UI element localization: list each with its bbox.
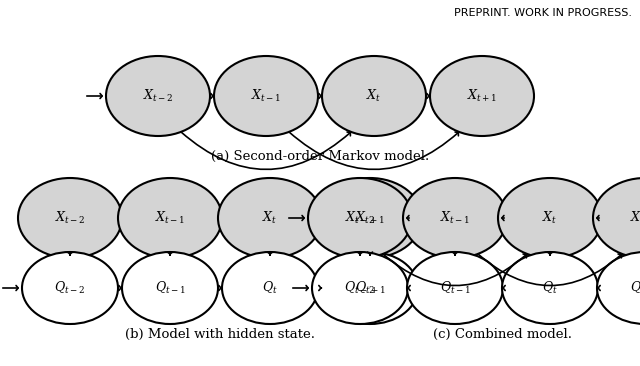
Text: $X_{t-1}$: $X_{t-1}$	[251, 88, 281, 104]
Text: $X_t$: $X_t$	[366, 88, 381, 104]
Ellipse shape	[222, 252, 318, 324]
Ellipse shape	[106, 56, 210, 136]
Text: $Q_{t-1}$: $Q_{t-1}$	[440, 280, 470, 296]
Ellipse shape	[122, 252, 218, 324]
Ellipse shape	[22, 252, 118, 324]
Text: $X_{t+1}$: $X_{t+1}$	[630, 210, 640, 226]
Text: $X_{t-1}$: $X_{t-1}$	[440, 210, 470, 226]
Text: $Q_{t-1}$: $Q_{t-1}$	[155, 280, 186, 296]
Text: $X_t$: $X_t$	[542, 210, 557, 226]
Text: $X_{t-2}$: $X_{t-2}$	[345, 210, 375, 226]
Ellipse shape	[593, 178, 640, 258]
Text: $Q_{t+1}$: $Q_{t+1}$	[355, 280, 385, 296]
Text: $X_{t-2}$: $X_{t-2}$	[143, 88, 173, 104]
Text: $Q_{t-2}$: $Q_{t-2}$	[54, 280, 86, 296]
Ellipse shape	[18, 178, 122, 258]
Ellipse shape	[597, 252, 640, 324]
Text: $Q_{t-2}$: $Q_{t-2}$	[344, 280, 376, 296]
Ellipse shape	[498, 178, 602, 258]
Ellipse shape	[403, 178, 507, 258]
Ellipse shape	[430, 56, 534, 136]
Text: (a) Second-order Markov model.: (a) Second-order Markov model.	[211, 149, 429, 163]
Text: $X_{t-1}$: $X_{t-1}$	[155, 210, 185, 226]
Text: $Q_t$: $Q_t$	[262, 280, 278, 296]
Ellipse shape	[322, 252, 418, 324]
Ellipse shape	[214, 56, 318, 136]
Text: $Q_t$: $Q_t$	[542, 280, 558, 296]
Ellipse shape	[308, 178, 412, 258]
Text: $X_t$: $X_t$	[262, 210, 278, 226]
Text: (b) Model with hidden state.: (b) Model with hidden state.	[125, 328, 315, 340]
Ellipse shape	[322, 56, 426, 136]
Ellipse shape	[118, 178, 222, 258]
Text: $X_{t+1}$: $X_{t+1}$	[467, 88, 497, 104]
Ellipse shape	[218, 178, 322, 258]
Ellipse shape	[407, 252, 503, 324]
Ellipse shape	[312, 252, 408, 324]
Ellipse shape	[502, 252, 598, 324]
Text: $X_{t-2}$: $X_{t-2}$	[54, 210, 85, 226]
Text: (c) Combined model.: (c) Combined model.	[433, 328, 572, 340]
Text: $X_{t+1}$: $X_{t+1}$	[355, 210, 385, 226]
Ellipse shape	[318, 178, 422, 258]
Text: PREPRINT. WORK IN PROGRESS.: PREPRINT. WORK IN PROGRESS.	[454, 8, 632, 18]
Text: $Q_{t+1}$: $Q_{t+1}$	[630, 280, 640, 296]
